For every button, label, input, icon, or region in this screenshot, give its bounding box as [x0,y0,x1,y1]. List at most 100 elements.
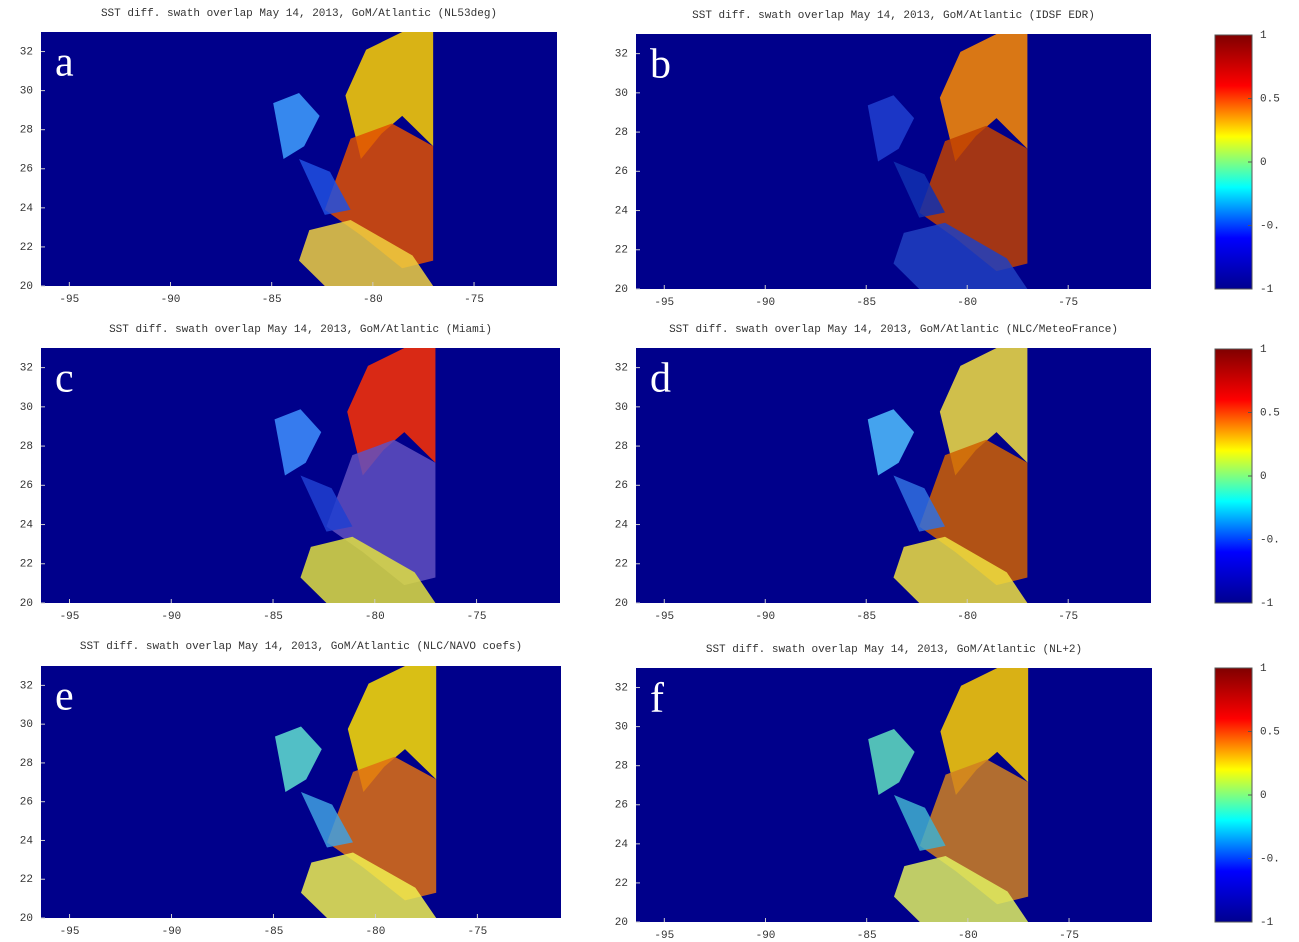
x-tick-label: -95 [654,297,674,309]
colorbar-tick-label: -1 [1260,598,1274,610]
swath-region [894,855,1029,922]
x-tick-label: -95 [60,926,80,938]
panel-label: d [650,356,671,402]
y-tick-label: 20 [615,598,628,610]
y-tick-label: 20 [20,598,33,610]
swath-region [299,219,434,286]
swath-region [327,756,437,901]
map-panel: SST diff. swath overlap May 14, 2013, Go… [20,8,557,306]
y-tick-label: 24 [615,519,629,531]
x-tick-label: -75 [1058,611,1078,623]
swath-region [919,759,1029,905]
panel-label: a [55,40,74,86]
x-tick-label: -90 [755,611,775,623]
x-tick-label: -75 [464,294,484,306]
colorbar-scale [1214,667,1253,923]
swath-region [274,409,322,476]
x-tick-label: -75 [1058,297,1078,309]
colorbar: -1 -0. 0 0.5 1 [1214,30,1280,296]
x-tick-label: -85 [262,294,282,306]
x-tick-label: -95 [654,930,674,942]
y-tick-label: 30 [615,402,628,414]
colorbar-tick-label: 1 [1260,344,1267,356]
swath-region [940,668,1029,795]
swath-region [867,409,915,476]
swath-region [301,792,353,848]
panel-title: SST diff. swath overlap May 14, 2013, Go… [80,641,522,653]
swath-region [919,125,1028,272]
colorbar-tick-label: 0 [1260,157,1267,169]
y-tick-label: 24 [615,839,629,851]
x-tick-label: -80 [366,926,386,938]
y-tick-label: 28 [615,761,628,773]
swath-region [275,726,322,792]
swath-region [939,34,1028,162]
colorbar-tick-label: 1 [1260,30,1267,42]
y-tick-label: 30 [20,86,33,98]
swath-region [324,123,434,269]
swath-region [300,475,353,532]
colorbar: -1 -0. 0 0.5 1 [1214,344,1280,610]
swath-region [894,795,946,851]
map-panel: SST diff. swath overlap May 14, 2013, Go… [615,324,1151,623]
swath-region [345,32,434,159]
y-tick-label: 20 [20,913,33,925]
y-tick-label: 30 [20,402,33,414]
x-tick-label: -85 [856,611,876,623]
y-tick-label: 22 [20,559,33,571]
swath-region [300,536,436,603]
map-panel: SST diff. swath overlap May 14, 2013, Go… [20,641,561,938]
colorbar-tick-label: -0. [1260,220,1280,232]
x-tick-label: -75 [1059,930,1079,942]
swath-region [893,161,945,218]
colorbar-tick-label: -1 [1260,917,1274,929]
y-tick-label: 22 [615,245,628,257]
panel-label: f [650,676,664,722]
y-tick-label: 28 [20,441,33,453]
x-tick-label: -85 [263,611,283,623]
panel-label: c [55,356,74,402]
swath-region [326,439,436,586]
panel-title: SST diff. swath overlap May 14, 2013, Go… [692,10,1095,22]
colorbar: -1 -0. 0 0.5 1 [1214,663,1280,929]
swath-region [893,475,945,532]
colorbar-scale [1214,348,1253,604]
colorbar-tick-label: -0. [1260,534,1280,546]
panel-label: b [650,42,671,88]
x-tick-label: -80 [363,294,383,306]
y-tick-label: 22 [20,242,33,254]
y-tick-label: 28 [615,441,628,453]
x-tick-label: -85 [264,926,284,938]
colorbar-tick-label: 0.5 [1260,726,1280,738]
x-tick-label: -90 [161,611,181,623]
panel-title: SST diff. swath overlap May 14, 2013, Go… [101,8,497,20]
swath-region [299,159,351,215]
x-tick-label: -95 [59,294,79,306]
y-tick-label: 26 [615,166,628,178]
panel-label: e [55,674,74,720]
y-tick-label: 32 [615,682,628,694]
colorbar-tick-label: 0 [1260,471,1267,483]
y-tick-label: 20 [615,917,628,929]
panel-title: SST diff. swath overlap May 14, 2013, Go… [706,644,1082,656]
x-tick-label: -80 [365,611,385,623]
y-tick-label: 22 [615,559,628,571]
y-tick-label: 26 [615,800,628,812]
swath-region [301,852,437,918]
y-tick-label: 20 [20,281,33,293]
swath-region [273,92,320,159]
map-panel: SST diff. swath overlap May 14, 2013, Go… [615,644,1152,942]
panel-title: SST diff. swath overlap May 14, 2013, Go… [669,324,1118,336]
x-tick-label: -90 [162,926,182,938]
y-tick-label: 26 [20,797,33,809]
y-tick-label: 22 [615,878,628,890]
y-tick-label: 28 [615,127,628,139]
swath-region [893,222,1028,289]
y-tick-label: 26 [615,480,628,492]
y-tick-label: 32 [20,46,33,58]
colorbar-tick-label: -0. [1260,853,1280,865]
x-tick-label: -80 [958,930,978,942]
map-panel: SST diff. swath overlap May 14, 2013, Go… [20,324,560,623]
colorbar-tick-label: 0 [1260,790,1267,802]
